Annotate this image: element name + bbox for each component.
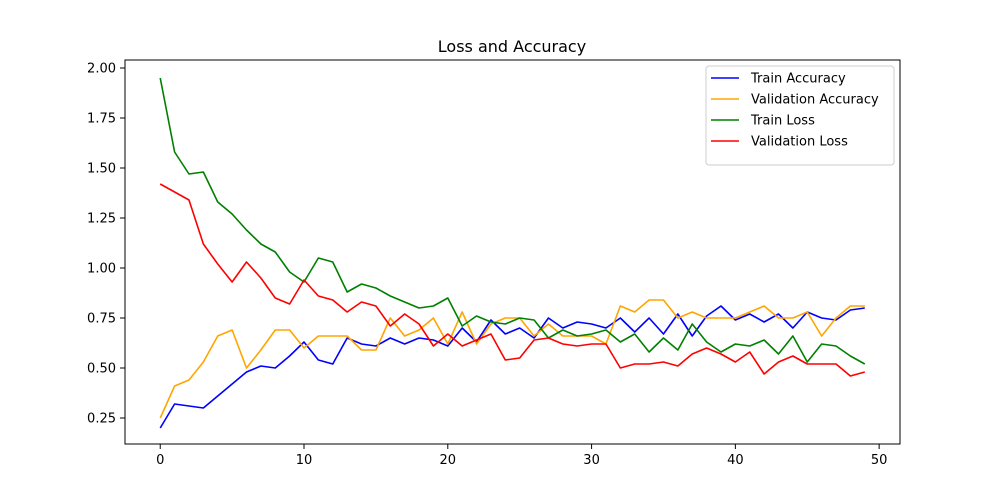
- legend-label-validation-accuracy: Validation Accuracy: [751, 93, 879, 108]
- legend-label-train-loss: Train Loss: [750, 114, 815, 129]
- series-line-validation-loss: [159, 183, 865, 377]
- legend-label-train-accuracy: Train Accuracy: [750, 72, 846, 87]
- y-tick-label: 0.25: [87, 412, 116, 427]
- y-tick-label: 1.00: [87, 262, 116, 277]
- x-tick-label: 20: [440, 453, 457, 468]
- x-tick-label: 30: [583, 453, 600, 468]
- y-tick-label: 1.25: [87, 212, 116, 227]
- plot-area-frame: [124, 59, 901, 445]
- series-line-train-accuracy: [159, 305, 865, 429]
- chart-title: Loss and Accuracy: [438, 37, 586, 56]
- y-tick-label: 0.75: [87, 312, 116, 327]
- series-line-train-loss: [159, 77, 866, 365]
- series-lines: [159, 77, 866, 429]
- x-tick-label: 10: [296, 453, 313, 468]
- x-tick-label: 0: [156, 453, 164, 468]
- y-tick-label: 1.75: [87, 112, 116, 127]
- y-axis: 0.25 0.50 0.75 1.00 1.25 1.50 1.75 2.00: [87, 62, 125, 427]
- legend-box: [705, 65, 895, 166]
- x-tick-label: 40: [727, 453, 744, 468]
- legend: Train Accuracy Validation Accuracy Train L…: [705, 65, 895, 166]
- series-line-validation-accuracy: [159, 299, 865, 419]
- x-axis: 0 10 20 30 40 50: [156, 444, 887, 468]
- y-tick-label: 0.50: [87, 362, 116, 377]
- x-tick-label: 50: [871, 453, 888, 468]
- y-tick-label: 1.50: [87, 162, 116, 177]
- legend-label-validation-loss: Validation Loss: [751, 135, 848, 150]
- y-tick-label: 2.00: [87, 62, 116, 77]
